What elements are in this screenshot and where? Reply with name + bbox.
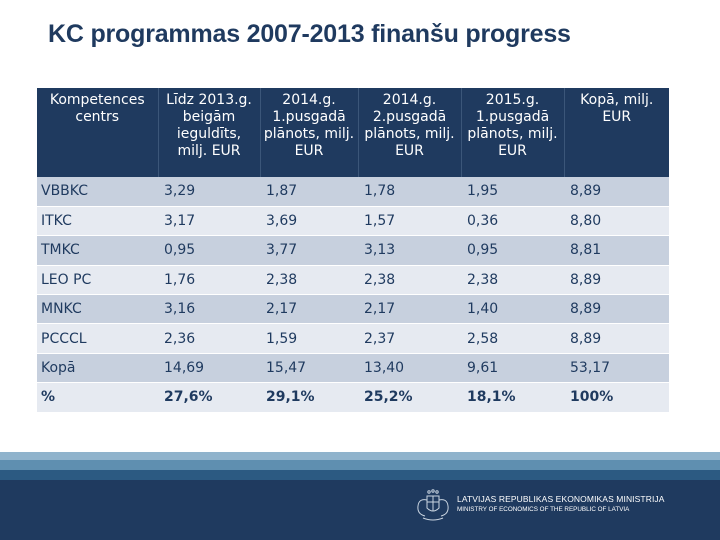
table-cell: TMKC bbox=[37, 235, 158, 266]
table-cell: 1,87 bbox=[260, 177, 358, 207]
header-centre: Kompetences centrs bbox=[37, 88, 159, 177]
header-total: Kopā, milj. EUR bbox=[564, 88, 669, 177]
table-cell: 25,2% bbox=[358, 382, 461, 413]
table-cell: 2,38 bbox=[358, 265, 461, 296]
table-cell: 29,1% bbox=[260, 382, 358, 413]
table-cell: 0,95 bbox=[461, 235, 564, 266]
table-cell: 53,17 bbox=[564, 353, 669, 384]
table-cell: 13,40 bbox=[358, 353, 461, 384]
ministry-name-en: MINISTRY OF ECONOMICS OF THE REPUBLIC OF… bbox=[457, 506, 630, 513]
page-title: KC programmas 2007-2013 finanšu progress bbox=[48, 20, 571, 48]
table-total-row: Kopā 14,69 15,47 13,40 9,61 53,17 bbox=[37, 353, 669, 384]
latvia-coat-of-arms-icon bbox=[417, 489, 449, 521]
finance-table: Kompetences centrs Līdz 2013.g. beigām i… bbox=[37, 88, 669, 413]
table-cell: 1,95 bbox=[461, 177, 564, 207]
table-row: LEO PC 1,76 2,38 2,38 2,38 8,89 bbox=[37, 265, 669, 296]
table-cell: 3,69 bbox=[260, 206, 358, 237]
table-row: VBBKC 3,29 1,87 1,78 1,95 8,89 bbox=[37, 177, 669, 207]
table-cell: 8,89 bbox=[564, 265, 669, 296]
table-row: PCCCL 2,36 1,59 2,37 2,58 8,89 bbox=[37, 323, 669, 354]
table-cell: 8,89 bbox=[564, 177, 669, 207]
table-cell: MNKC bbox=[37, 294, 158, 325]
table-cell: % bbox=[37, 382, 158, 413]
table-cell: 8,81 bbox=[564, 235, 669, 266]
table-cell: 2,17 bbox=[260, 294, 358, 325]
footer-band-mid bbox=[0, 460, 720, 470]
table-cell: 9,61 bbox=[461, 353, 564, 384]
table-cell: 100% bbox=[564, 382, 669, 413]
table-cell: 3,13 bbox=[358, 235, 461, 266]
table-cell: 2,17 bbox=[358, 294, 461, 325]
footer-band-dark bbox=[0, 470, 720, 480]
table-cell: 8,80 bbox=[564, 206, 669, 237]
header-planned-2015-h1: 2015.g. 1.pusgadā plānots, milj. EUR bbox=[461, 88, 565, 177]
table-row: TMKC 0,95 3,77 3,13 0,95 8,81 bbox=[37, 235, 669, 266]
table-cell: 8,89 bbox=[564, 294, 669, 325]
table-cell: PCCCL bbox=[37, 323, 158, 354]
header-planned-2014-h1: 2014.g. 1.pusgadā plānots, milj. EUR bbox=[260, 88, 359, 177]
table-cell: 2,58 bbox=[461, 323, 564, 354]
table-cell: 8,89 bbox=[564, 323, 669, 354]
table-cell: 1,59 bbox=[260, 323, 358, 354]
table-cell: LEO PC bbox=[37, 265, 158, 296]
table-cell: 2,38 bbox=[461, 265, 564, 296]
table-cell: 15,47 bbox=[260, 353, 358, 384]
table-cell: 1,78 bbox=[358, 177, 461, 207]
table-cell: 1,57 bbox=[358, 206, 461, 237]
table-cell: 18,1% bbox=[461, 382, 564, 413]
table-cell: 2,37 bbox=[358, 323, 461, 354]
table-cell: VBBKC bbox=[37, 177, 158, 207]
header-invested-2013: Līdz 2013.g. beigām ieguldīts, milj. EUR bbox=[158, 88, 261, 177]
footer bbox=[0, 480, 720, 540]
table-cell: Kopā bbox=[37, 353, 158, 384]
table-cell: 0,95 bbox=[158, 235, 260, 266]
header-planned-2014-h2: 2014.g. 2.pusgadā plānots, milj. EUR bbox=[358, 88, 462, 177]
table-row: ITKC 3,17 3,69 1,57 0,36 8,80 bbox=[37, 206, 669, 237]
table-cell: 3,17 bbox=[158, 206, 260, 237]
table-percent-row: % 27,6% 29,1% 25,2% 18,1% 100% bbox=[37, 382, 669, 413]
table-cell: 27,6% bbox=[158, 382, 260, 413]
table-cell: 3,16 bbox=[158, 294, 260, 325]
table-cell: 3,77 bbox=[260, 235, 358, 266]
table-header-row: Kompetences centrs Līdz 2013.g. beigām i… bbox=[37, 88, 669, 177]
table-cell: 2,36 bbox=[158, 323, 260, 354]
table-cell: 1,40 bbox=[461, 294, 564, 325]
table-cell: 0,36 bbox=[461, 206, 564, 237]
table-cell: ITKC bbox=[37, 206, 158, 237]
table-cell: 2,38 bbox=[260, 265, 358, 296]
footer-band-light bbox=[0, 452, 720, 460]
table-cell: 3,29 bbox=[158, 177, 260, 207]
table-cell: 14,69 bbox=[158, 353, 260, 384]
table-cell: 1,76 bbox=[158, 265, 260, 296]
table-row: MNKC 3,16 2,17 2,17 1,40 8,89 bbox=[37, 294, 669, 325]
ministry-name-lv: LATVIJAS REPUBLIKAS EKONOMIKAS MINISTRIJ… bbox=[457, 494, 665, 504]
